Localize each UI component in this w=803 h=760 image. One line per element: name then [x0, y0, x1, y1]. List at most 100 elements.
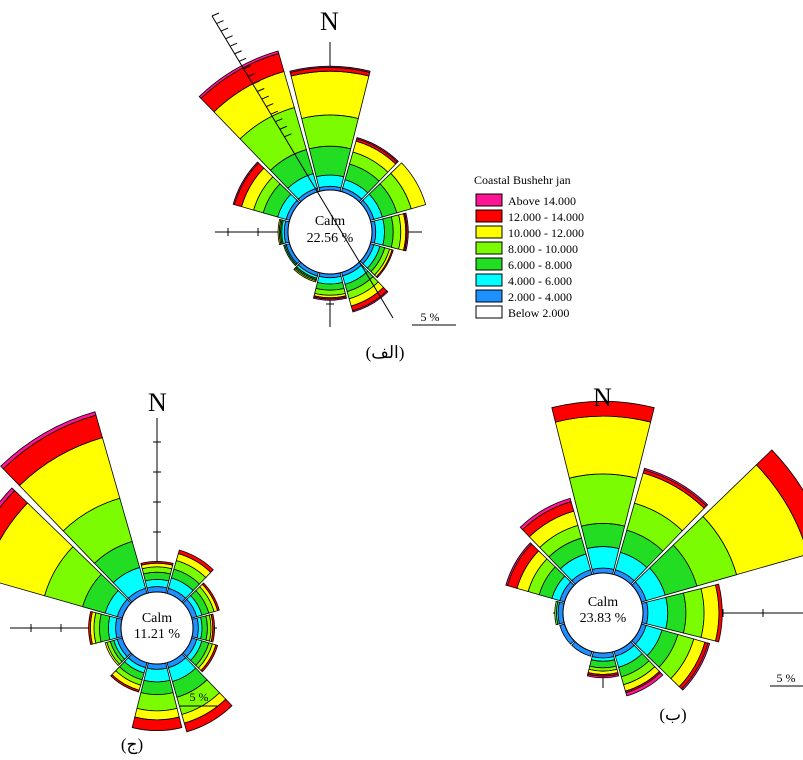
wind-rose-a	[198, 12, 427, 327]
rose-c-caption: (ج)	[121, 735, 143, 755]
rose-c-sector-300-band-4	[0, 502, 74, 597]
rose-a-sector-0-band-3	[301, 114, 359, 150]
rose-a-diagonal-tick	[261, 95, 269, 100]
legend-label: 10.000 - 12.000	[508, 226, 584, 240]
rose-a-north-label: N	[320, 7, 339, 36]
rose-b-sector-180-band-6	[586, 673, 620, 679]
rose-a-sector-210-band-4	[293, 267, 317, 283]
rose-b-calm-label: Calm	[588, 595, 618, 610]
rose-a-sector-120-band-5	[375, 249, 394, 279]
rose-a-sector-0-band-1	[315, 174, 345, 189]
rose-c-sector-300-band-5	[0, 489, 29, 541]
rose-c-scale-label: 5 %	[190, 690, 209, 704]
rose-b-sector-330-band-6	[519, 497, 572, 531]
rose-a-diagonal-tick	[211, 12, 220, 17]
rose-b-sector-150-band-6	[625, 672, 664, 697]
rose-a-diagonal-tick	[275, 118, 283, 123]
rose-a-diagonal-tick	[252, 80, 260, 85]
rose-b-sector-90-band-3	[682, 588, 705, 638]
rose-c-calm-circle	[120, 591, 194, 665]
rose-b-sector-30-band-6	[643, 467, 709, 507]
rose-a-scale-label: 5 %	[421, 310, 440, 324]
rose-b-sector-270-band-3	[554, 600, 559, 626]
rose-a-calm-value: 22.56 %	[307, 231, 354, 246]
rose-b-sector-300-band-6	[505, 542, 533, 587]
rose-a-diagonal-tick	[220, 27, 229, 32]
legend: Coastal Bushehr jan Above 14.000 12.000 -…	[474, 173, 584, 320]
legend-label: Above 14.000	[508, 194, 576, 208]
rose-a-diagonal-tick	[284, 133, 292, 138]
rose-b-sector-0-band-4	[554, 415, 652, 479]
rose-a-diagonal-tick	[234, 50, 242, 55]
legend-label: Below 2.000	[508, 306, 569, 320]
rose-a-diagonal-tick	[279, 125, 288, 130]
rose-b-scale-label: 5 %	[777, 671, 796, 685]
rose-a-sector-0-band-6	[289, 65, 371, 73]
rose-a-caption: (الف)	[366, 343, 405, 362]
rose-a-sector-30-band-6	[356, 137, 399, 163]
rose-a-calm-label: Calm	[315, 214, 345, 229]
legend-swatch	[475, 257, 503, 271]
legend-label: 6.000 - 8.000	[508, 258, 572, 272]
wind-rose-c	[0, 411, 233, 733]
rose-c-sector-0-band-1	[144, 579, 170, 589]
rose-a-sector-90-band-2	[382, 216, 394, 248]
rose-a-sector-0-band-2	[308, 145, 352, 178]
rose-c-sector-180-band-5	[131, 716, 183, 731]
rose-b-caption: (ب)	[659, 705, 686, 724]
rose-a-diagonal-tick	[238, 57, 247, 62]
rose-a-sector-0-band-4	[290, 70, 370, 119]
legend-swatch	[475, 273, 503, 287]
rose-c-sector-270-band-1	[108, 615, 118, 641]
rose-c-sector-60-band-5	[201, 582, 220, 612]
rose-c-sector-240-band-4	[104, 641, 121, 667]
rose-a-diagonal-tick	[229, 42, 238, 47]
rose-a-sector-90-band-6	[404, 212, 409, 252]
rose-a-diagonal-axis	[211, 15, 394, 319]
rose-a-sector-330-band-6	[198, 50, 280, 99]
legend-title: Coastal Bushehr jan	[474, 173, 571, 187]
legend-label: 8.000 - 10.000	[508, 242, 578, 256]
rose-a-calm-circle	[287, 189, 373, 275]
wind-rose-b	[505, 401, 803, 697]
rose-a-sector-180-band-6	[313, 296, 347, 301]
rose-a-diagonal-tick	[216, 20, 224, 25]
rose-a-sector-150-band-6	[352, 290, 389, 313]
rose-b-calm-value: 23.83 %	[580, 611, 627, 626]
legend-swatch	[475, 225, 503, 239]
rose-a-diagonal-tick	[225, 35, 233, 40]
rose-c-sector-330-band-6	[0, 411, 97, 470]
rose-b-sector-90-band-2	[665, 592, 687, 634]
rose-b-sector-180-band-2	[589, 659, 617, 669]
rose-c-sector-180-band-3	[136, 692, 178, 712]
rose-b-sector-0-band-1	[586, 546, 620, 570]
rose-c-sector-0-band-2	[143, 571, 171, 582]
rose-c-sector-180-band-2	[140, 679, 174, 695]
rose-c-sector-300-band-6	[0, 487, 16, 509]
rose-c-sector-180-band-1	[143, 667, 171, 683]
rose-c-north-label: N	[148, 388, 167, 417]
rose-a-sector-60-band-4	[390, 162, 427, 210]
rose-c-sector-120-band-5	[200, 644, 219, 673]
legend-label: 12.000 - 14.000	[508, 210, 584, 224]
rose-c-sector-0-band-5	[140, 561, 174, 566]
rose-a-sector-300-band-6	[232, 161, 259, 206]
legend-swatch	[475, 241, 503, 255]
rose-b-north-label: N	[593, 383, 612, 412]
rose-a-diagonal-tick	[248, 72, 256, 77]
legend-swatch	[475, 193, 503, 207]
rose-b-sector-60-band-5	[755, 449, 803, 541]
rose-b-sector-90-band-5	[714, 583, 723, 643]
rose-a-diagonal-tick	[266, 103, 274, 108]
rose-b-sector-0-band-2	[580, 523, 626, 550]
rose-c-sector-150-band-5	[183, 698, 233, 733]
rose-c-calm-value: 11.21 %	[134, 627, 180, 642]
rose-a-diagonal-tick	[270, 110, 279, 115]
rose-a-sector-90-band-1	[373, 218, 385, 246]
rose-c-sector-270-band-2	[99, 613, 111, 643]
rose-a-diagonal-tick	[257, 88, 265, 92]
rose-b-sector-90-band-4	[700, 584, 720, 642]
rose-b-sector-90-band-1	[646, 596, 669, 630]
legend-swatch	[475, 289, 503, 303]
